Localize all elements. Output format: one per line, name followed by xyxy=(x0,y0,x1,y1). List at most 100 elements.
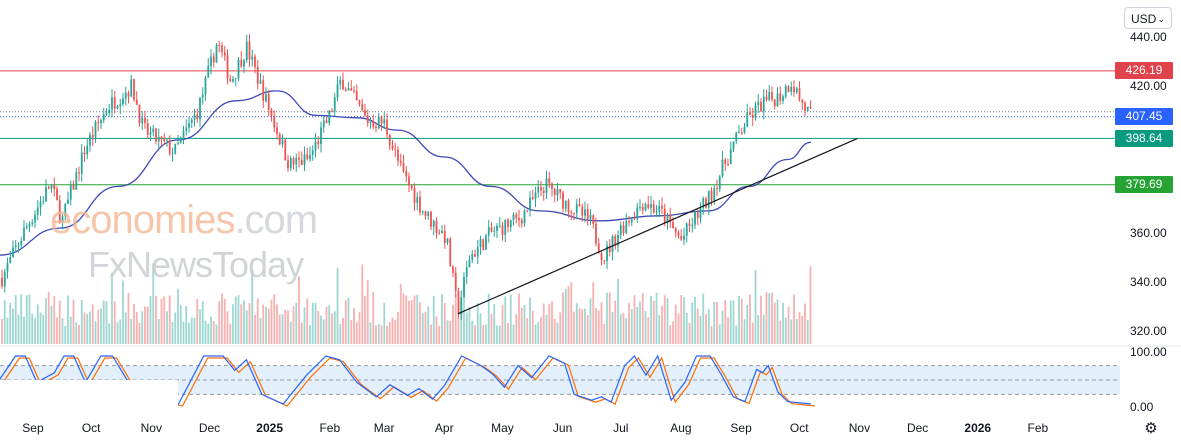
candle-body xyxy=(787,86,790,92)
candle-body xyxy=(515,214,518,219)
volume-bar xyxy=(152,263,155,344)
candle xyxy=(809,100,812,110)
candle xyxy=(644,202,647,212)
volume-bar xyxy=(369,322,372,344)
candle xyxy=(471,249,474,264)
currency-selector[interactable]: USD ⌄ xyxy=(1124,7,1172,29)
volume-bar xyxy=(438,325,441,344)
candle xyxy=(762,89,765,120)
candle xyxy=(100,118,102,129)
volume-bar xyxy=(25,295,28,344)
volume-bar xyxy=(768,293,771,344)
candle-body xyxy=(798,88,801,100)
candle-body xyxy=(782,96,784,101)
candle-body xyxy=(460,297,463,315)
volume-bar xyxy=(58,300,61,344)
candle-body xyxy=(595,223,597,244)
candle-body xyxy=(793,86,795,93)
candle xyxy=(523,208,526,227)
candle-body xyxy=(58,200,61,222)
candle-body xyxy=(34,214,36,223)
candle xyxy=(394,142,397,158)
candle-body xyxy=(94,121,97,138)
volume-bar xyxy=(78,324,80,344)
candle-body xyxy=(386,119,388,135)
volume-bar xyxy=(479,313,482,344)
candle-body xyxy=(482,239,485,250)
volume-bar xyxy=(449,320,452,344)
volume-bar xyxy=(355,322,358,344)
candle-body xyxy=(383,119,386,124)
candle-body xyxy=(344,89,347,91)
candle-body xyxy=(193,114,196,120)
volume-bar xyxy=(86,314,89,344)
candle-body xyxy=(72,185,75,190)
candle xyxy=(325,116,328,124)
candle xyxy=(199,96,201,128)
ascending-trendline[interactable] xyxy=(457,137,858,315)
volume-bar xyxy=(91,304,94,344)
candle xyxy=(460,290,463,320)
volume-bar xyxy=(644,311,647,344)
candle xyxy=(339,76,342,90)
candle xyxy=(553,187,556,203)
candle xyxy=(75,168,78,190)
candle-body xyxy=(270,109,273,116)
volume-bar xyxy=(482,324,485,344)
volume-bar xyxy=(218,301,221,344)
volume-bar xyxy=(432,295,435,344)
gear-icon[interactable]: ⚙ xyxy=(1144,420,1158,437)
volume-bar xyxy=(267,308,270,344)
candle xyxy=(138,104,141,127)
volume-bar xyxy=(795,319,798,344)
volume-bar xyxy=(325,306,328,344)
volume-bar xyxy=(460,302,463,344)
volume-bar xyxy=(452,304,454,344)
candle-body xyxy=(12,247,14,257)
candle-body xyxy=(237,59,240,78)
candle xyxy=(779,86,782,105)
candle xyxy=(320,121,322,153)
volume-bar xyxy=(273,294,276,344)
candle xyxy=(573,212,575,221)
volume-bar xyxy=(597,310,600,344)
candle-body xyxy=(526,210,529,212)
volume-bar xyxy=(732,300,735,344)
candle xyxy=(622,221,625,237)
candle xyxy=(91,126,94,146)
volume-bar xyxy=(64,325,67,344)
candle-body xyxy=(666,214,669,224)
candle-body xyxy=(240,59,243,67)
candle-body xyxy=(259,80,262,84)
y-axis-tick: 440.00 xyxy=(1130,30,1167,44)
volume-bar xyxy=(34,318,36,344)
level-lines xyxy=(0,70,1120,186)
candle xyxy=(740,128,743,136)
candle-body xyxy=(320,127,322,145)
candle-body xyxy=(454,272,457,292)
candle xyxy=(174,143,177,155)
candle-body xyxy=(622,225,625,234)
candle-body xyxy=(452,266,454,273)
volume-bar xyxy=(240,304,243,344)
volume-bar xyxy=(680,295,683,344)
volume-bar xyxy=(738,295,740,344)
candle-body xyxy=(760,101,762,112)
candle-body xyxy=(570,211,573,213)
volume-bar xyxy=(50,305,53,344)
volume-bar xyxy=(691,302,694,344)
candle-body xyxy=(61,216,64,222)
volume-bar xyxy=(416,294,419,344)
candle-body xyxy=(471,254,474,260)
candle-body xyxy=(309,154,311,160)
candle xyxy=(361,98,364,112)
candle xyxy=(331,108,333,113)
volume-bar xyxy=(182,321,185,344)
candle-body xyxy=(339,79,342,85)
candle xyxy=(757,94,760,114)
x-axis-tick: Jun xyxy=(552,421,573,435)
volume-bar xyxy=(212,321,215,344)
candle xyxy=(397,146,399,166)
candle xyxy=(694,210,696,230)
